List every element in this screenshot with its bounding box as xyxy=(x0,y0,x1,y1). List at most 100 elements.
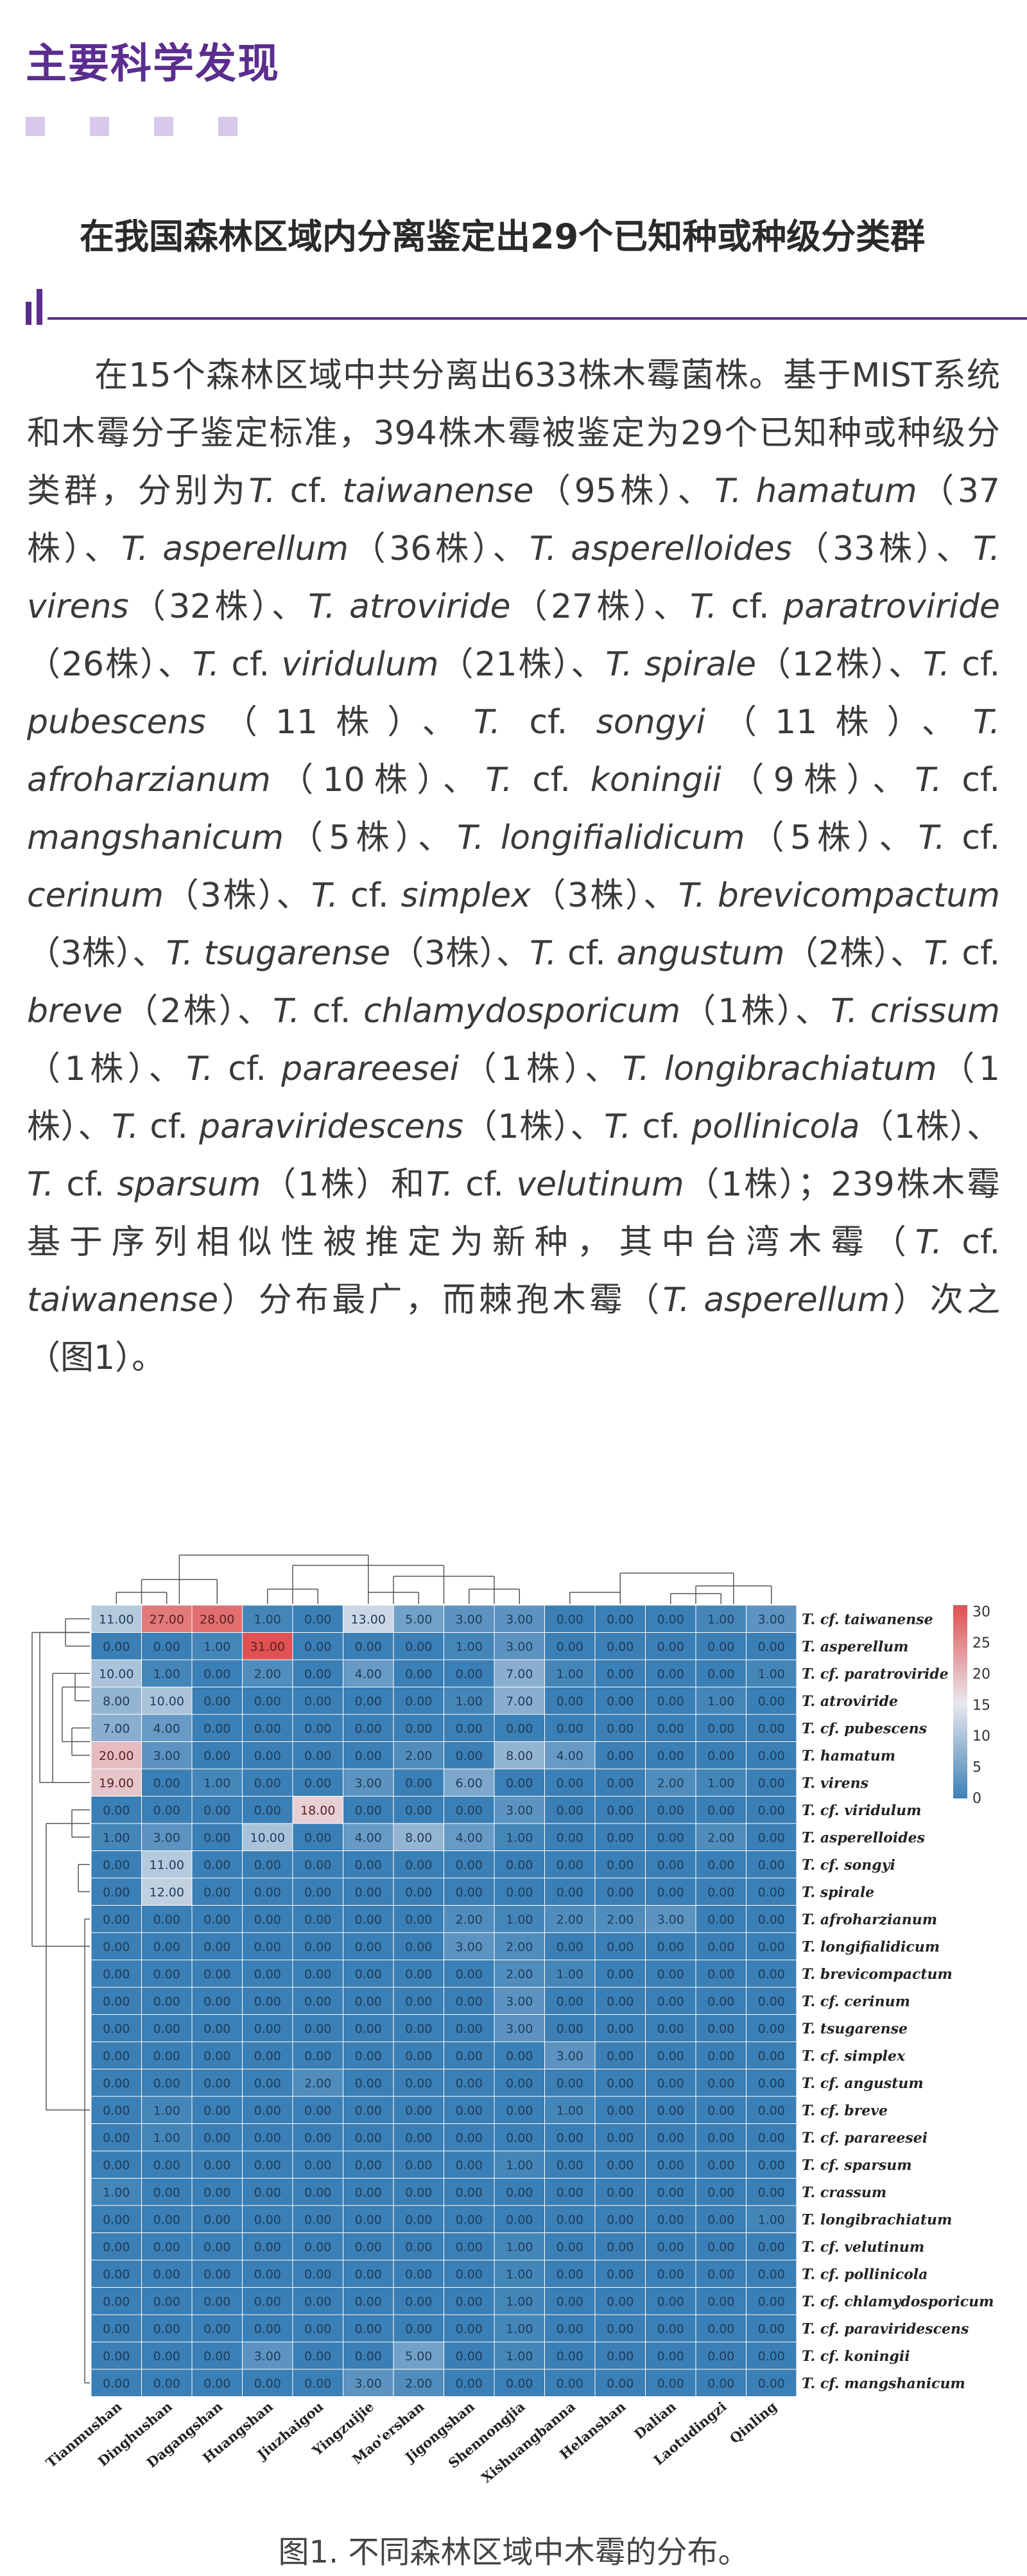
heatmap-cell xyxy=(91,2123,142,2152)
cell-value-label: 0.00 xyxy=(657,2240,684,2254)
heatmap-cell xyxy=(91,1877,142,1906)
cell-value-label: 1.00 xyxy=(153,1667,180,1681)
paragraph-text: （21株）、 xyxy=(438,645,606,684)
cell-value-label: 1.00 xyxy=(506,2158,533,2172)
cell-value-label: 0.00 xyxy=(456,2186,483,2200)
cell-value-label: 0.00 xyxy=(657,2322,684,2336)
heatmap-cell xyxy=(292,1960,343,1988)
heatmap-cell xyxy=(91,1659,142,1687)
heatmap-cell xyxy=(645,1659,696,1687)
species-name: T. xyxy=(311,876,338,915)
cell-value-label: 0.00 xyxy=(153,2049,180,2063)
cell-value-label: 0.00 xyxy=(254,1913,281,1927)
heatmap-cell xyxy=(191,2232,243,2261)
species-name: T. asperellum xyxy=(662,1281,890,1319)
cell-value-label: 0.00 xyxy=(153,2322,180,2336)
cell-value-label: 0.00 xyxy=(203,2376,230,2390)
cell-value-label: 0.00 xyxy=(707,1885,734,1899)
cell-value-label: 0.00 xyxy=(657,1667,684,1681)
cell-value-label: 7.00 xyxy=(506,1694,533,1709)
cell-value-label: 0.00 xyxy=(405,1721,432,1736)
row-label: T. asperellum xyxy=(802,1639,908,1655)
cell-value-label: 0.00 xyxy=(557,1694,583,1709)
cell-value-label: 0.00 xyxy=(607,1994,634,2008)
cell-value-label: 0.00 xyxy=(557,1804,583,1818)
cell-value-label: 0.00 xyxy=(153,2267,180,2281)
heatmap-cell xyxy=(645,1932,696,1960)
cell-value-label: 0.00 xyxy=(607,1940,634,1954)
cell-value-label: 0.00 xyxy=(607,2103,634,2118)
heatmap-cell xyxy=(191,2205,243,2233)
cell-value-label: 0.00 xyxy=(707,2186,734,2200)
heatmap-cell xyxy=(343,1659,394,1687)
cell-value-label: 3.00 xyxy=(657,1913,684,1927)
colorbar-segment xyxy=(953,1724,967,1728)
heatmap-cell xyxy=(746,2069,797,2097)
cell-value-label: 0.00 xyxy=(153,2213,180,2227)
paragraph-text: （3株）、 xyxy=(27,934,166,973)
cell-value-label: 0.00 xyxy=(557,2349,583,2363)
cell-value-label: 19.00 xyxy=(99,1776,134,1790)
paragraph-text: （9株）、 xyxy=(721,761,915,799)
cell-value-label: 0.00 xyxy=(304,1940,331,1954)
cell-value-label: 0.00 xyxy=(103,2322,130,2336)
cell-value-label: 0.00 xyxy=(355,2103,382,2118)
heatmap-cell xyxy=(141,2041,193,2069)
cell-value-label: 13.00 xyxy=(351,1612,386,1626)
cell-value-label: 0.00 xyxy=(607,2240,634,2254)
cell-value-label: 0.00 xyxy=(657,2267,684,2281)
cell-value-label: 0.00 xyxy=(405,2049,432,2063)
cell-value-label: 0.00 xyxy=(657,1749,684,1763)
cell-value-label: 0.00 xyxy=(456,2022,483,2036)
heatmap-figure: 11.00 27.00 28.00 1.00 0.00 13.00 5.00 3.00 3.00… xyxy=(19,1541,1021,2491)
cell-value-label: 0.00 xyxy=(456,1667,483,1681)
species-name: T. xyxy=(186,1050,214,1088)
paragraph-text: （1株）和 xyxy=(261,1165,426,1204)
cell-value-label: 3.00 xyxy=(506,1804,533,1818)
heatmap-cell xyxy=(444,2232,495,2261)
heatmap-cell xyxy=(91,2150,142,2179)
heatmap-cell xyxy=(393,2287,444,2315)
cell-value-label: 0.00 xyxy=(405,2322,432,2336)
heatmap-cell xyxy=(494,2232,545,2261)
heatmap-cell xyxy=(343,2150,394,2179)
cell-value-label: 2.00 xyxy=(456,1913,483,1927)
colorbar-segment xyxy=(953,1634,967,1638)
cell-value-label: 0.00 xyxy=(355,2186,382,2200)
colorbar-segment xyxy=(953,1740,967,1744)
heatmap-cell xyxy=(695,1850,747,1879)
heatmap-cell xyxy=(242,1714,293,1742)
cell-value-label: 0.00 xyxy=(355,2267,382,2281)
heatmap-cell xyxy=(91,2041,142,2069)
cell-value-label: 6.00 xyxy=(456,1776,483,1790)
heatmap-cell xyxy=(544,2314,596,2342)
cell-value-label: 0.00 xyxy=(557,2240,583,2254)
heatmap-cell xyxy=(746,2041,797,2069)
heatmap-cell xyxy=(343,1796,394,1824)
heatmap-cell xyxy=(746,1632,797,1660)
heatmap-cell xyxy=(343,1687,394,1715)
heatmap-cell xyxy=(444,2041,495,2069)
cell-value-label: 4.00 xyxy=(456,1831,483,1845)
heatmap-cell xyxy=(494,2150,545,2179)
heatmap-cell xyxy=(292,2259,343,2288)
cell-value-label: 0.00 xyxy=(203,1994,230,2008)
heatmap-cell xyxy=(746,1796,797,1824)
heatmap-cell xyxy=(544,1768,596,1797)
colorbar-segment xyxy=(953,1695,967,1699)
cell-value-label: 0.00 xyxy=(758,2131,785,2145)
heatmap-cell xyxy=(91,2259,142,2288)
paragraph-text: （32株）、 xyxy=(128,587,309,626)
heatmap-cell xyxy=(746,1687,797,1715)
heatmap-cell xyxy=(393,1850,444,1879)
cell-value-label: 0.00 xyxy=(103,1804,130,1818)
heatmap-cell xyxy=(645,1796,696,1824)
heatmap-cell xyxy=(343,1877,394,1906)
paragraph-text: cf. xyxy=(942,1223,1000,1262)
heatmap-cell xyxy=(242,2041,293,2069)
species-name: T. xyxy=(27,1165,55,1204)
cell-value-label: 0.00 xyxy=(758,1694,785,1709)
heatmap-cell xyxy=(746,1659,797,1687)
colorbar-segment xyxy=(953,1615,967,1619)
cell-value-label: 3.00 xyxy=(153,1749,180,1763)
